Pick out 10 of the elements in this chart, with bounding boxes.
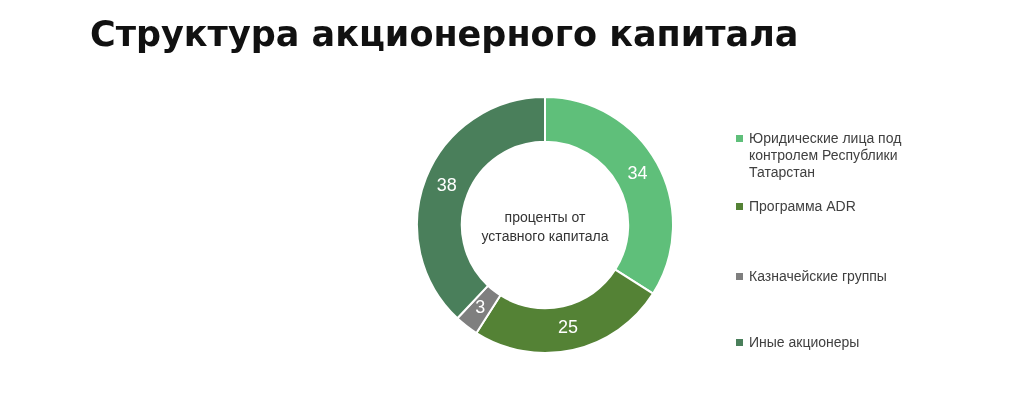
data-label: 34: [627, 163, 648, 184]
legend-label: Юридические лица под контролем Республики Татарстан: [749, 130, 903, 181]
legend-label: Программа ADR: [749, 198, 856, 215]
text: проценты от уставного капитала: [480, 208, 610, 246]
legend-label: Казначейские группы: [749, 268, 887, 285]
legend-label: Иные акционеры: [749, 334, 860, 351]
chart-title: Структура акционерного капитала: [90, 14, 799, 54]
data-label: 38: [436, 175, 457, 196]
data-label: 3: [475, 297, 486, 318]
data-label: 25: [558, 317, 579, 338]
